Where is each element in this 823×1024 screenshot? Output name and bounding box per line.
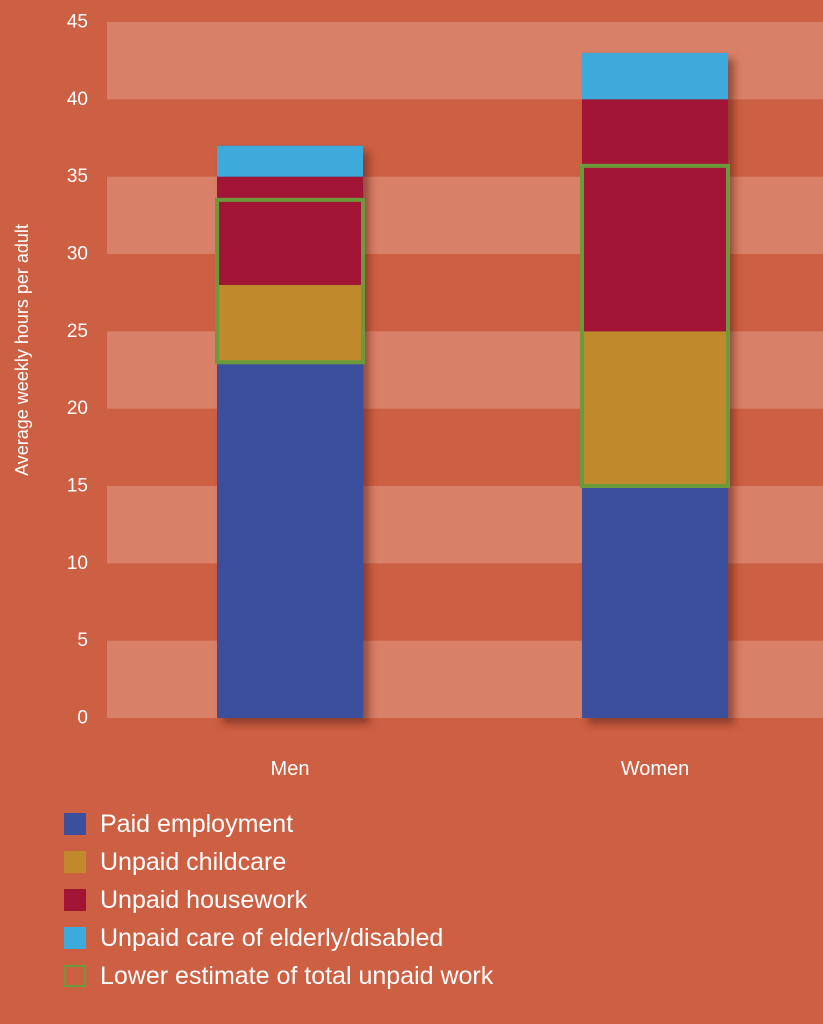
bar-segment-unpaid-childcare-men bbox=[217, 284, 363, 363]
y-tick-label: 10 bbox=[67, 553, 88, 574]
y-tick-label: 35 bbox=[67, 166, 88, 187]
bars bbox=[215, 52, 730, 718]
y-tick-label: 20 bbox=[67, 398, 88, 419]
unpaid-estimate-outline-women bbox=[580, 163, 730, 488]
x-category-label: Men bbox=[271, 758, 310, 780]
y-tick-label: 40 bbox=[67, 89, 88, 110]
legend-swatch bbox=[64, 889, 86, 911]
legend-label: Unpaid housework bbox=[100, 885, 308, 914]
legend-item: Unpaid housework bbox=[64, 881, 493, 919]
x-axis-labels: Men Women bbox=[271, 758, 690, 780]
legend-label: Unpaid childcare bbox=[100, 847, 287, 876]
y-tick-label: 45 bbox=[67, 12, 88, 33]
y-tick-label: 5 bbox=[77, 630, 88, 651]
y-tick-label: 0 bbox=[77, 708, 88, 729]
bar-segment-unpaid-housework-women bbox=[582, 99, 728, 332]
stacked-bar-chart: 0 5 10 15 20 25 30 35 40 45 Men Women Average week… bbox=[12, 12, 823, 780]
bar-segment-paid-employment-women bbox=[582, 486, 728, 718]
y-tick-label: 25 bbox=[67, 321, 88, 342]
legend-item: Paid employment bbox=[64, 805, 493, 843]
bar-segment-paid-employment-men bbox=[217, 362, 363, 718]
bar-segment-unpaid-housework-men bbox=[217, 176, 363, 285]
legend-swatch bbox=[64, 927, 86, 949]
y-tick-label: 15 bbox=[67, 476, 88, 497]
bar-segment-unpaid-care-of-elderly-disabled-men bbox=[217, 145, 363, 177]
legend-swatch bbox=[64, 851, 86, 873]
unpaid-estimate-outline-men bbox=[215, 197, 365, 365]
legend: Paid employment Unpaid childcare Unpaid ho… bbox=[64, 805, 493, 995]
legend-item: Lower estimate of total unpaid work bbox=[64, 957, 493, 995]
legend-swatch bbox=[64, 813, 86, 835]
legend-item: Unpaid childcare bbox=[64, 843, 493, 881]
legend-swatch bbox=[64, 965, 86, 987]
x-category-label: Women bbox=[621, 758, 690, 780]
y-tick-label: 30 bbox=[67, 244, 88, 265]
y-axis-title: Average weekly hours per adult bbox=[12, 224, 32, 476]
bar-segment-unpaid-childcare-women bbox=[582, 331, 728, 486]
legend-label: Lower estimate of total unpaid work bbox=[100, 961, 494, 990]
y-axis-ticks: 0 5 10 15 20 25 30 35 40 45 bbox=[67, 12, 88, 729]
legend-label: Paid employment bbox=[100, 809, 294, 838]
legend-item: Unpaid care of elderly/disabled bbox=[64, 919, 493, 957]
legend-label: Unpaid care of elderly/disabled bbox=[100, 923, 444, 952]
bar-segment-unpaid-care-of-elderly-disabled-women bbox=[582, 52, 728, 100]
